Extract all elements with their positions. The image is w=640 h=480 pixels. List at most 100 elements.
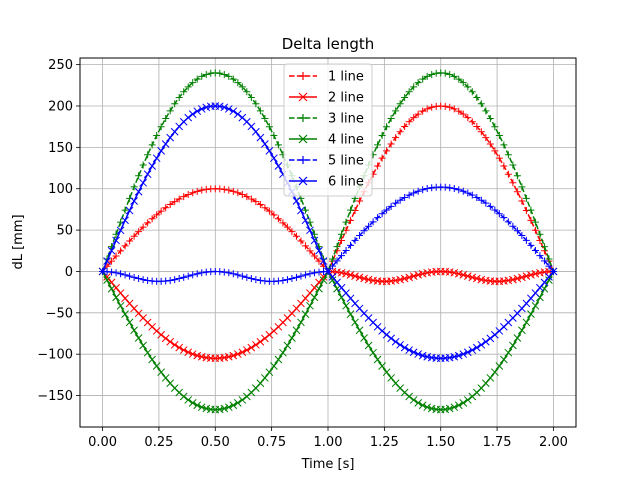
data-point — [401, 194, 409, 202]
data-point — [374, 162, 382, 170]
data-point — [135, 228, 143, 236]
data-point — [229, 75, 237, 83]
data-point — [108, 268, 116, 276]
chart-title: Delta length — [282, 35, 375, 53]
data-point — [342, 218, 350, 226]
data-point — [328, 276, 337, 284]
data-point — [509, 222, 517, 230]
data-point — [256, 337, 265, 346]
data-point — [112, 283, 120, 292]
data-point — [405, 191, 413, 199]
data-point — [518, 273, 526, 282]
data-point — [369, 348, 377, 357]
data-point — [224, 105, 233, 113]
series-6 — [98, 102, 558, 363]
data-point — [225, 269, 233, 277]
data-point — [229, 187, 237, 195]
data-point — [292, 326, 301, 335]
data-point — [450, 105, 458, 113]
data-point — [459, 350, 468, 358]
data-point — [121, 206, 129, 214]
data-point — [513, 274, 522, 283]
data-point — [157, 368, 166, 377]
data-point — [445, 404, 454, 413]
data-point — [130, 183, 138, 191]
data-point — [315, 246, 323, 255]
data-point — [545, 262, 553, 270]
x-tick-label: 0.00 — [88, 435, 117, 450]
data-point — [500, 141, 508, 149]
data-point — [116, 301, 125, 310]
data-point — [193, 187, 201, 195]
data-point — [410, 83, 418, 91]
data-point — [419, 186, 427, 194]
data-point — [292, 197, 301, 205]
data-point — [166, 133, 175, 142]
data-point — [234, 189, 242, 197]
data-point — [441, 69, 449, 77]
data-point — [162, 114, 170, 122]
data-point — [400, 274, 409, 283]
data-point — [486, 374, 495, 382]
data-point — [144, 276, 152, 284]
data-point — [387, 114, 395, 122]
legend-marker — [298, 92, 308, 102]
x-tick-label: 0.75 — [257, 435, 286, 450]
data-point — [306, 301, 314, 310]
data-point — [419, 75, 427, 83]
data-point — [193, 107, 202, 116]
data-point — [153, 132, 161, 140]
data-point — [351, 318, 359, 327]
data-point — [540, 243, 548, 251]
data-point — [171, 276, 179, 284]
data-point — [184, 113, 193, 122]
data-point — [423, 72, 431, 80]
data-point — [423, 185, 431, 193]
data-point — [342, 246, 350, 254]
data-point — [459, 79, 467, 87]
data-point — [315, 284, 323, 293]
data-point — [454, 401, 463, 410]
data-point — [256, 276, 264, 284]
data-point — [265, 368, 274, 377]
data-point — [455, 107, 463, 115]
data-point — [152, 154, 161, 163]
data-point — [382, 330, 391, 339]
data-point — [455, 186, 463, 194]
y-tick-label: −150 — [37, 389, 73, 404]
legend-label: 1 line — [328, 70, 364, 85]
data-point — [495, 132, 503, 140]
data-point — [531, 301, 540, 310]
data-point — [215, 102, 224, 111]
data-point — [238, 348, 247, 357]
data-point — [143, 348, 152, 357]
data-point — [360, 334, 368, 342]
data-point — [171, 100, 179, 108]
legend-marker — [298, 176, 308, 186]
data-point — [252, 100, 260, 108]
data-point — [347, 241, 355, 249]
data-point — [229, 107, 238, 116]
data-point — [134, 334, 143, 342]
data-point — [401, 93, 409, 101]
data-point — [256, 379, 265, 388]
data-point — [351, 236, 359, 244]
data-point — [454, 351, 463, 360]
data-point — [482, 107, 490, 115]
data-point — [490, 368, 499, 377]
data-point — [472, 274, 481, 283]
data-point — [171, 198, 179, 206]
data-point — [396, 100, 404, 108]
data-point — [301, 294, 310, 303]
data-point — [116, 226, 125, 235]
data-point — [356, 232, 364, 240]
data-point — [369, 218, 377, 226]
y-tick-label: 100 — [48, 182, 73, 197]
y-tick-label: −100 — [37, 348, 73, 363]
data-point — [410, 189, 418, 197]
data-point — [166, 337, 175, 346]
data-point — [378, 362, 386, 370]
data-point — [139, 161, 147, 169]
x-tick-label: 1.50 — [426, 435, 455, 450]
data-point — [252, 340, 260, 349]
